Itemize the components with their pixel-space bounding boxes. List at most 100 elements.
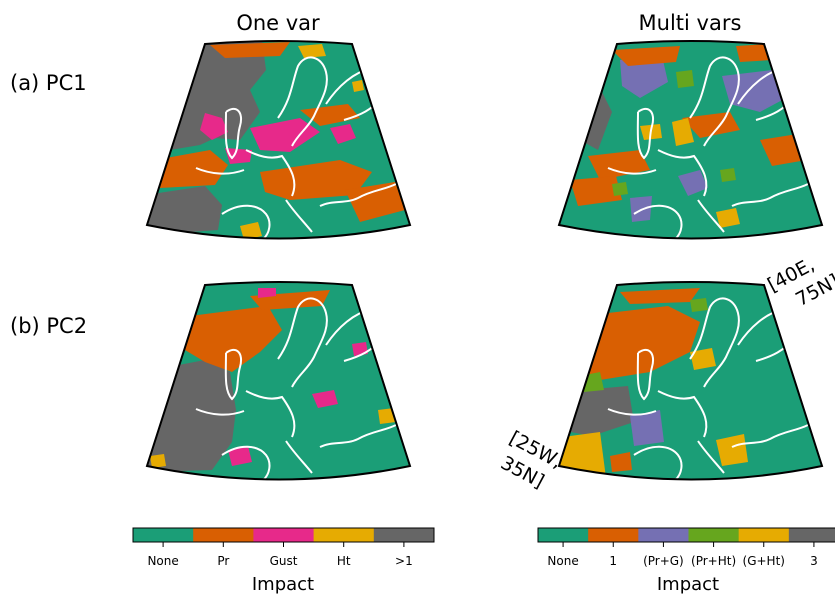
region-pr-ht [690, 298, 708, 312]
colorbar-tick-label: Pr [217, 554, 229, 568]
map-frame [557, 281, 824, 481]
colorbar-swatch [588, 528, 639, 542]
map-panel-pc2-multi-vars [557, 281, 824, 481]
colorbar-tick-label: Gust [270, 554, 298, 568]
colorbar-tick-label: None [547, 554, 578, 568]
region-pr [736, 44, 772, 62]
region-ht [352, 80, 364, 92]
region-ht [672, 118, 694, 146]
coastline [633, 204, 683, 239]
colorbar-tick-label: 3 [810, 554, 818, 568]
coastline [319, 424, 397, 448]
region-pr [155, 150, 228, 188]
coastline [731, 183, 809, 207]
colorbar-swatch [133, 528, 194, 542]
coastline [195, 167, 245, 175]
coastline [285, 199, 313, 233]
colorbar-tick-label: Ht [337, 554, 351, 568]
colorbar-swatch [373, 528, 435, 542]
map-frame [145, 40, 412, 240]
colorbar-label: Impact [252, 574, 314, 595]
coastline [657, 149, 708, 197]
coastline [245, 390, 296, 438]
row-label-pc2: (b) PC2 [10, 314, 87, 338]
colorbar-frame [537, 527, 835, 543]
colorbar-tick-label: >1 [395, 554, 413, 568]
region-ht [150, 454, 166, 468]
region-ht [690, 348, 716, 370]
region-pr [345, 182, 405, 222]
coastline [697, 199, 725, 233]
region-pr [588, 150, 650, 180]
column-title-multi-vars: Multi vars [639, 11, 742, 35]
region-gust [200, 113, 228, 140]
region-pr [210, 42, 290, 58]
region-pr [620, 288, 700, 304]
coastline [285, 440, 313, 474]
region-pr-ht [720, 168, 736, 182]
coastline [319, 183, 397, 207]
colorbar-label: Impact [657, 574, 719, 595]
colorbar-swatch [788, 528, 835, 542]
coastline [636, 348, 654, 401]
map-panel-pc2-one-var [145, 281, 412, 481]
colorbar-swatch [253, 528, 315, 542]
region-pr-g [678, 170, 708, 196]
region-pr-g [620, 56, 668, 98]
colorbar-swatch [313, 528, 375, 542]
region-pr [185, 306, 282, 372]
coastline [689, 297, 740, 388]
coastline [689, 56, 740, 147]
region-gust [312, 390, 338, 408]
coastline [224, 348, 242, 401]
region-pr-ht [676, 70, 694, 88]
coastline [195, 408, 245, 416]
region-ht [716, 434, 748, 466]
extent-label-southwest: [25W, 35N] [497, 427, 566, 493]
map-panel-pc1-one-var [145, 40, 412, 240]
extent-label-northeast: [40E, 75N] [764, 254, 835, 311]
region-pr [570, 176, 622, 206]
colorbar-tick-label: (Pr+Ht) [691, 554, 736, 568]
region-pr [610, 452, 632, 472]
colorbar-tick-label: (G+Ht) [743, 554, 785, 568]
colorbar-tick-label: (Pr+G) [643, 554, 684, 568]
region-pr [578, 306, 700, 380]
coastline [731, 424, 809, 448]
coastline [245, 149, 296, 197]
region-gust [225, 148, 252, 164]
region-more [147, 186, 222, 235]
coastline [657, 390, 708, 438]
coastline [697, 440, 725, 474]
colorbar-swatch [738, 528, 790, 542]
row-label-pc1: (a) PC1 [10, 71, 87, 95]
coastline [221, 204, 271, 239]
coastline [636, 107, 654, 160]
coastline [224, 107, 242, 160]
coastline [277, 56, 328, 147]
region-gust [228, 446, 252, 466]
region-ht [378, 408, 396, 424]
coastline [607, 408, 657, 416]
map-frame [145, 281, 412, 481]
coastline [277, 297, 328, 388]
region-gust [250, 118, 320, 152]
region-gust [330, 124, 356, 144]
coastline [633, 445, 683, 480]
coastline [221, 445, 271, 480]
map-panel-pc1-multi-vars [557, 40, 824, 240]
region-ht [298, 44, 326, 58]
colorbar-swatch [688, 528, 740, 542]
region-ht [240, 222, 262, 239]
map-frame [557, 40, 824, 240]
colorbar-tick-label: 1 [609, 554, 617, 568]
colorbar-multi-vars: None 1 (Pr+G) (Pr+Ht) (G+Ht) 3 Impact [537, 527, 835, 595]
colorbar-swatch [538, 528, 589, 542]
column-title-one-var: One var [236, 11, 320, 35]
region-gust [352, 342, 368, 356]
region-pr-ht [612, 182, 628, 196]
region-gust [258, 288, 276, 298]
region-pr [612, 46, 680, 66]
colorbar-swatch [638, 528, 689, 542]
